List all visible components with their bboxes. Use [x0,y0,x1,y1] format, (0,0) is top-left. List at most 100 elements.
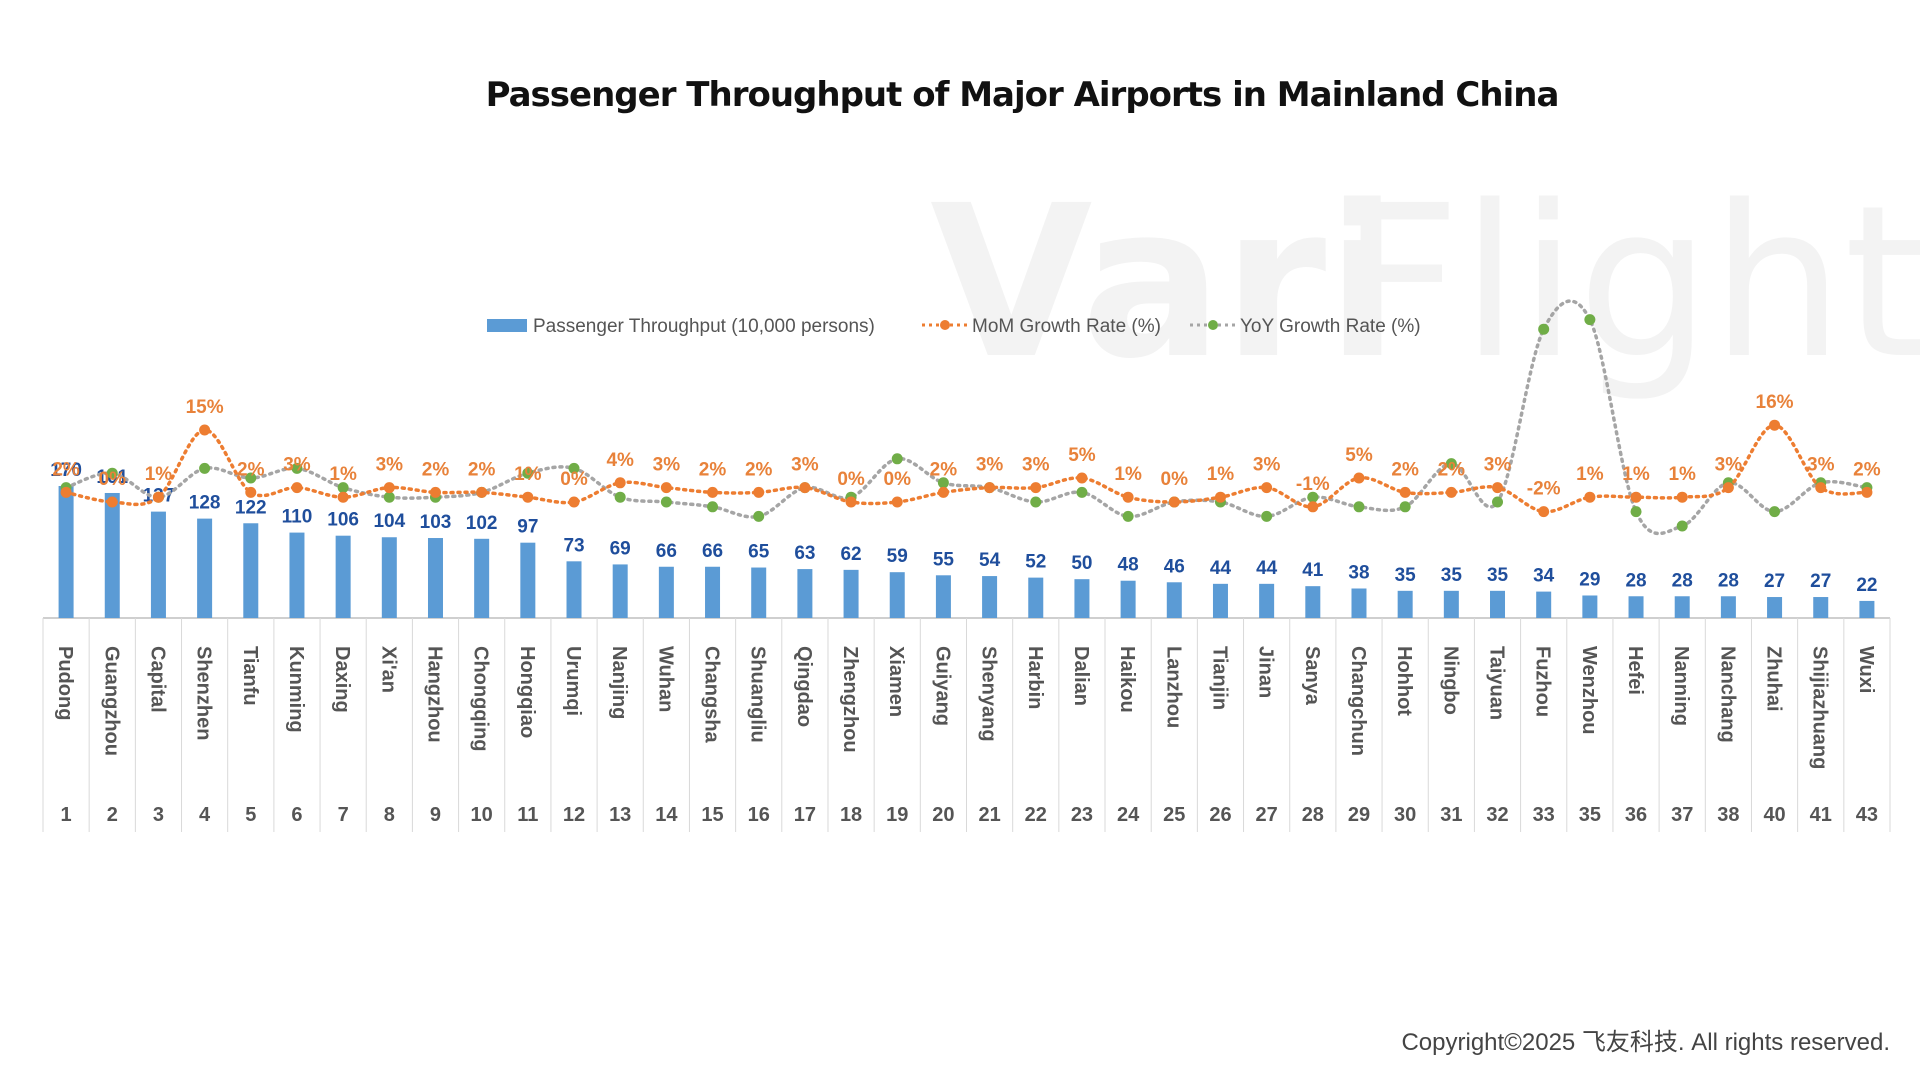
bar [335,535,351,618]
bar-value-label: 22 [1856,575,1877,596]
bar [1720,596,1736,618]
mom-point [1538,506,1550,518]
mom-value-label: 2% [237,459,265,480]
mom-labels: 2% 0% 1% 15% 2% 3% 1% 3% 2% 2% 1% 0% 4% 3% 2% 2% 3% 0% 0% 2… [52,392,1880,499]
mom-point [1769,419,1781,431]
mom-value-label: 2% [1391,459,1419,480]
bar [797,569,813,618]
bar [243,523,259,618]
bar [751,567,767,618]
category-label: Shuangliu [747,646,769,743]
bar-value-label: 104 [373,511,405,532]
bar-value-label: 59 [887,546,908,567]
mom-point [245,486,257,498]
mom-value-label: 0% [884,469,912,490]
rank-label: 24 [1117,804,1140,826]
mom-point [1261,482,1273,494]
bar [612,564,628,618]
rank-label: 18 [840,804,862,826]
bar [1536,591,1552,618]
bar [1028,577,1044,618]
yoy-point [199,462,211,474]
mom-value-label: 1% [514,464,542,485]
category-label: Sanya [1301,646,1323,706]
bar [520,542,536,618]
rank-label: 37 [1671,804,1693,826]
mom-point [1722,482,1734,494]
bar-value-label: 122 [235,497,267,518]
bar [1397,590,1413,618]
mom-point [707,486,719,498]
bar-value-label: 66 [656,541,677,562]
mom-series [60,419,1873,518]
category-label: Wenzhou [1578,646,1600,735]
mom-point [106,496,118,508]
yoy-point [1584,314,1596,326]
mom-value-label: 16% [1756,392,1794,413]
mom-value-label: 0% [99,469,127,490]
category-label: Hongqiao [516,646,538,738]
yoy-point [891,453,903,465]
rank-label: 32 [1486,804,1508,826]
mom-point [891,496,903,508]
mom-point [476,486,488,498]
mom-value-label: 3% [1807,455,1835,476]
mom-point [429,486,441,498]
mom-value-label: 4% [606,450,634,471]
yoy-point [753,510,765,522]
mom-value-label: 1% [1668,464,1696,485]
rank-label: 1 [61,804,72,826]
yoy-point [1676,520,1688,532]
mom-point [1076,472,1088,484]
mom-point [1122,491,1134,503]
category-label: Hohhot [1393,646,1415,716]
mom-value-label: 5% [1068,445,1096,466]
bar [197,518,213,618]
mom-value-label: 1% [329,464,357,485]
bar [150,511,166,618]
mom-point [1445,486,1457,498]
bar [566,561,582,618]
mom-value-label: 2% [422,459,450,480]
mom-value-label: -2% [1527,479,1561,500]
bar [1305,586,1321,618]
category-label: Jinan [1255,646,1277,698]
bar [843,569,859,618]
category-label: Shenyang [978,646,1000,742]
bar [1259,583,1275,618]
mom-value-label: 0% [560,469,588,490]
rank-label: 8 [384,804,395,826]
mom-point [337,491,349,503]
bar-value-label: 106 [327,510,359,531]
category-label: Wuxi [1855,646,1877,693]
rank-label: 30 [1394,804,1416,826]
watermark-light-text: Flight [1340,160,1920,405]
category-label: Capital [146,646,168,713]
bar-value-label: 28 [1625,570,1646,591]
mom-value-label: 3% [1484,455,1512,476]
mom-value-label: 1% [1622,464,1650,485]
bar [104,492,120,618]
bar-value-label: 50 [1071,553,1092,574]
mom-point [1030,482,1042,494]
rank-label: 6 [291,804,302,826]
legend-yoy-marker [1208,320,1218,330]
bar [935,575,951,618]
yoy-point [1353,501,1365,513]
bar [1074,579,1090,618]
bar [1582,595,1598,618]
yoy-point [1399,501,1411,513]
bar [1674,596,1690,618]
category-label: Shijiazhuang [1809,646,1831,769]
mom-value-label: 0% [1161,469,1189,490]
yoy-point [1307,491,1319,503]
category-label: Tianjin [1208,646,1230,710]
mom-value-label: 3% [283,455,311,476]
rank-label: 38 [1717,804,1739,826]
mom-point [522,491,534,503]
mom-point [614,477,626,489]
legend-mom-label: MoM Growth Rate (%) [972,316,1161,337]
yoy-point [1492,496,1504,508]
rank-label: 9 [430,804,441,826]
